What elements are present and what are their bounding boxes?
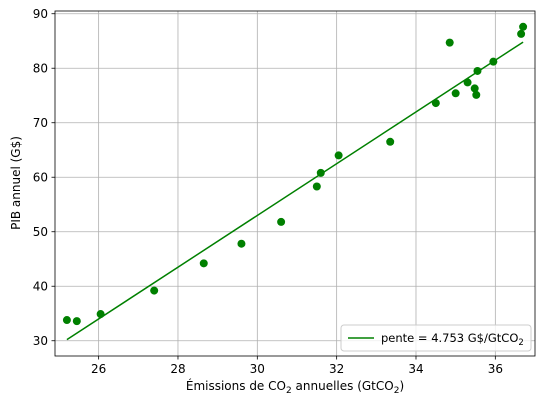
- x-tick-label: 28: [170, 362, 185, 376]
- legend-box: [340, 324, 532, 352]
- y-tick-label: 90: [33, 7, 48, 21]
- regression-line-group: [66, 41, 524, 341]
- data-point: [431, 99, 440, 108]
- y-tick-label: 30: [33, 334, 48, 348]
- plot-area-frame: [54, 10, 536, 357]
- legend: pente = 4.753 G$/GtCO2: [340, 324, 532, 352]
- data-point: [199, 259, 208, 268]
- x-axis-label: Émissions de CO2 annuelles (GtCO2): [186, 378, 404, 396]
- x-axis-ticks: 26 28 30 32 34 36: [91, 356, 503, 376]
- x-axis-label-subscript-1: 2: [286, 386, 292, 396]
- y-tick-label: 80: [33, 62, 48, 76]
- x-tick-label: 36: [488, 362, 503, 376]
- x-tick-label: 34: [408, 362, 423, 376]
- data-point: [386, 137, 395, 146]
- x-axis-label-part-2: annuelles (GtCO: [292, 379, 394, 393]
- data-point: [445, 38, 454, 47]
- y-axis-ticks: 30 40 50 60 70 80 90: [33, 7, 55, 348]
- x-axis-label-part-1: Émissions de CO: [186, 378, 286, 393]
- data-point: [451, 89, 460, 98]
- data-point: [517, 29, 526, 38]
- data-point: [150, 286, 159, 295]
- data-point: [72, 317, 81, 326]
- data-point: [312, 182, 321, 191]
- y-tick-label: 40: [33, 280, 48, 294]
- regression-line: [66, 41, 524, 341]
- data-points: [62, 22, 528, 326]
- data-point: [463, 78, 472, 87]
- y-tick-label: 50: [33, 225, 48, 239]
- data-point: [519, 22, 528, 31]
- data-point: [237, 239, 246, 248]
- grid-lines: [55, 11, 535, 356]
- data-point: [472, 90, 481, 99]
- y-tick-label: 60: [33, 171, 48, 185]
- x-tick-label: 30: [250, 362, 265, 376]
- data-point: [62, 316, 71, 325]
- data-point: [277, 217, 286, 226]
- x-tick-label: 32: [329, 362, 344, 376]
- x-tick-label: 26: [91, 362, 106, 376]
- x-axis-label-subscript-2: 2: [394, 386, 400, 396]
- x-axis-label-part-3: ): [399, 379, 404, 393]
- data-point: [316, 168, 325, 177]
- y-axis-label: PIB annuel (G$): [9, 136, 23, 230]
- data-point: [96, 310, 105, 319]
- y-tick-label: 70: [33, 116, 48, 130]
- data-point: [334, 151, 343, 160]
- data-point: [470, 84, 479, 93]
- data-point: [473, 66, 482, 75]
- data-point: [489, 57, 498, 66]
- legend-label: pente = 4.753 G$/GtCO2: [381, 331, 524, 348]
- legend-label-text: pente = 4.753 G$/GtCO: [381, 331, 518, 345]
- legend-label-subscript: 2: [518, 338, 523, 348]
